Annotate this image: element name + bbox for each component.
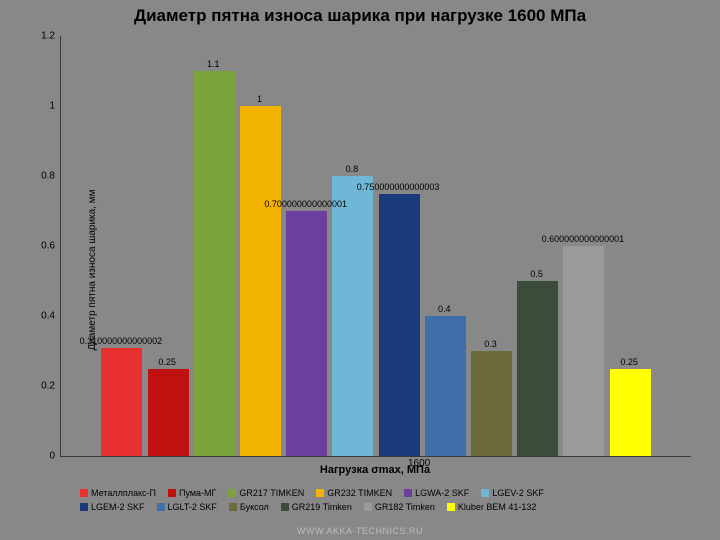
legend-row: Металлплакс-П Пума-МГ GR217 TIMKEN GR232 TI… xyxy=(80,488,670,498)
legend-label: LGLT-2 SKF xyxy=(168,502,217,512)
chart-title: Диаметр пятна износа шарика при нагрузке… xyxy=(0,6,720,26)
bar xyxy=(286,211,327,456)
bar-value-label: 0.700000000000001 xyxy=(264,199,347,209)
legend-item: GR232 TIMKEN xyxy=(316,488,392,498)
bar xyxy=(610,369,651,457)
legend-item: Пума-МГ xyxy=(168,488,216,498)
bar xyxy=(379,194,420,457)
x-category-label: 1600 xyxy=(399,458,439,469)
x-axis-label: Нагрузка σmax, МПа xyxy=(60,464,690,476)
y-tick: 1 xyxy=(0,101,55,112)
y-tick: 0 xyxy=(0,451,55,462)
chart-container: Диаметр пятна износа шарика при нагрузке… xyxy=(0,0,720,540)
legend-item: LGWA-2 SKF xyxy=(404,488,469,498)
bar xyxy=(332,176,373,456)
legend-swatch xyxy=(364,503,372,511)
legend-row: LGEM-2 SKF LGLT-2 SKF Буксол GR219 Timken GR… xyxy=(80,502,670,512)
bars-layer xyxy=(61,36,691,456)
legend-label: GR182 Timken xyxy=(375,502,435,512)
y-tick: 0.8 xyxy=(0,171,55,182)
legend-label: Пума-МГ xyxy=(179,488,216,498)
legend-swatch xyxy=(80,503,88,511)
legend-item: GR217 TIMKEN xyxy=(228,488,304,498)
legend-swatch xyxy=(316,489,324,497)
legend-label: LGEV-2 SKF xyxy=(492,488,544,498)
y-tick: 0.6 xyxy=(0,241,55,252)
legend-swatch xyxy=(168,489,176,497)
bar xyxy=(194,71,235,456)
legend-label: GR219 Timken xyxy=(292,502,352,512)
y-tick: 0.4 xyxy=(0,311,55,322)
watermark: WWW.AKKA-TECHNICS.RU xyxy=(0,526,720,536)
bar-value-label: 0.310000000000002 xyxy=(80,336,163,346)
legend-swatch xyxy=(447,503,455,511)
bar-value-label: 0.750000000000003 xyxy=(357,182,440,192)
legend-label: Kluber BEM 41-132 xyxy=(458,502,537,512)
plot-area xyxy=(60,36,691,457)
legend-swatch xyxy=(281,503,289,511)
legend-item: Kluber BEM 41-132 xyxy=(447,502,537,512)
legend-swatch xyxy=(229,503,237,511)
bar xyxy=(517,281,558,456)
legend-label: Буксол xyxy=(240,502,269,512)
bar-value-label: 0.25 xyxy=(158,357,176,367)
legend-item: GR182 Timken xyxy=(364,502,435,512)
legend-item: GR219 Timken xyxy=(281,502,352,512)
bar-value-label: 0.3 xyxy=(484,339,497,349)
legend-item: Металлплакс-П xyxy=(80,488,156,498)
bar-value-label: 0.5 xyxy=(530,269,543,279)
legend-label: LGWA-2 SKF xyxy=(415,488,469,498)
bar xyxy=(101,348,142,457)
bar-value-label: 1.1 xyxy=(207,59,220,69)
bar-value-label: 0.4 xyxy=(438,304,451,314)
legend: Металлплакс-П Пума-МГ GR217 TIMKEN GR232 TI… xyxy=(80,488,670,516)
bar-value-label: 0.25 xyxy=(620,357,638,367)
y-tick: 0.2 xyxy=(0,381,55,392)
legend-swatch xyxy=(80,489,88,497)
legend-swatch xyxy=(404,489,412,497)
legend-item: LGLT-2 SKF xyxy=(157,502,217,512)
bar-value-label: 0.600000000000001 xyxy=(542,234,625,244)
legend-swatch xyxy=(228,489,236,497)
bar xyxy=(240,106,281,456)
bar xyxy=(425,316,466,456)
legend-swatch xyxy=(481,489,489,497)
y-tick: 1.2 xyxy=(0,31,55,42)
legend-item: LGEM-2 SKF xyxy=(80,502,145,512)
bar xyxy=(148,369,189,457)
legend-swatch xyxy=(157,503,165,511)
bar-value-label: 0.8 xyxy=(346,164,359,174)
bar xyxy=(563,246,604,456)
legend-label: Металлплакс-П xyxy=(91,488,156,498)
bar xyxy=(471,351,512,456)
legend-label: GR232 TIMKEN xyxy=(327,488,392,498)
legend-label: GR217 TIMKEN xyxy=(239,488,304,498)
legend-item: Буксол xyxy=(229,502,269,512)
legend-item: LGEV-2 SKF xyxy=(481,488,544,498)
bar-value-label: 1 xyxy=(257,94,262,104)
legend-label: LGEM-2 SKF xyxy=(91,502,145,512)
